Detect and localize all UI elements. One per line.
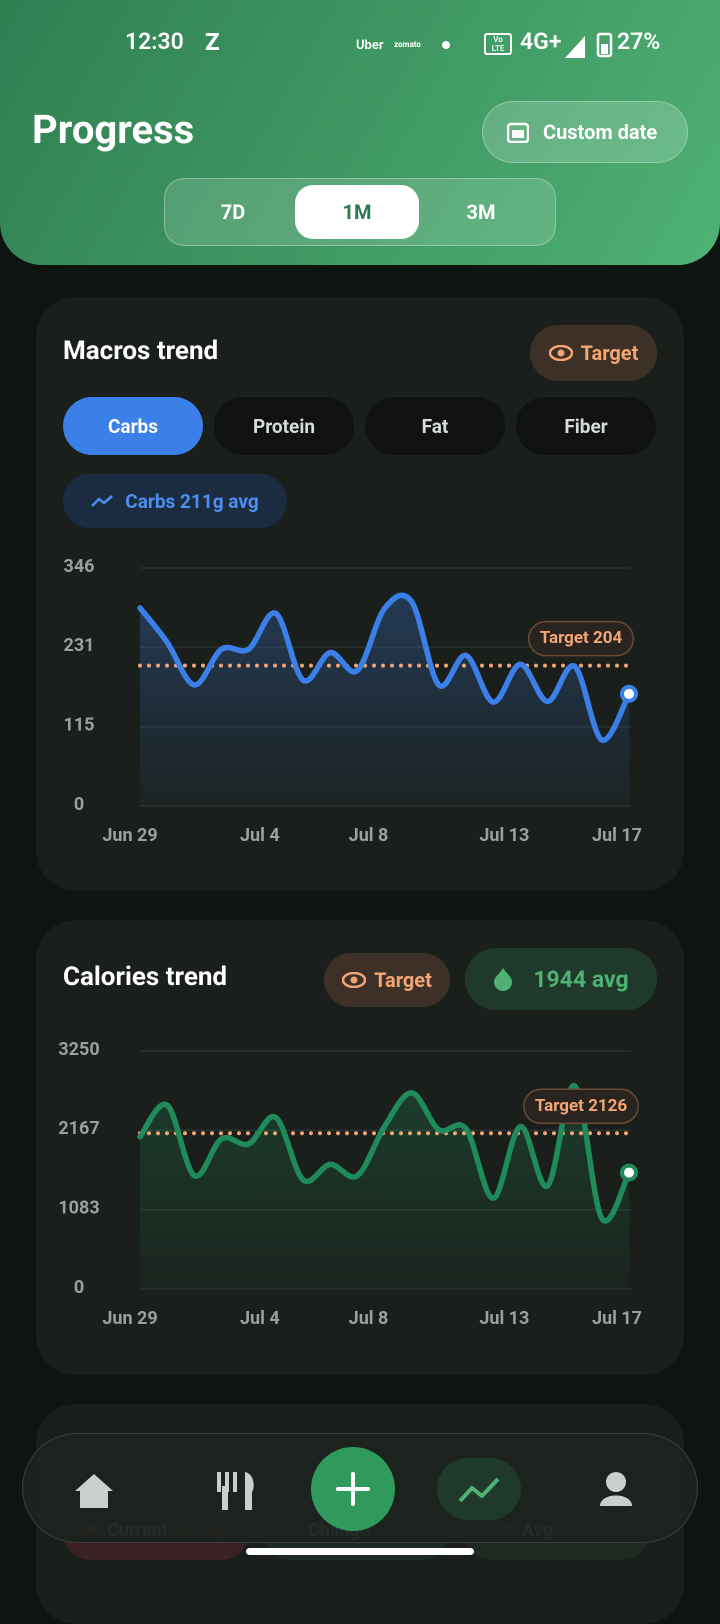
custom-date-label: Custom date (543, 120, 658, 144)
home-icon[interactable] (75, 1474, 113, 1508)
status-battery: 27% (617, 28, 661, 55)
battery-icon (596, 32, 613, 58)
target-label: Target 204 (540, 628, 623, 648)
status-icons (442, 32, 613, 58)
status-app: zomato (394, 40, 421, 49)
card-title: Calories trend (63, 962, 228, 992)
macro-tab[interactable]: Carbs (63, 397, 203, 455)
x-tick-label: Jun 29 (102, 825, 157, 846)
y-tick-label: 2167 (58, 1118, 99, 1139)
area (140, 1085, 629, 1289)
status-time: 12:30 (125, 28, 184, 55)
y-tick-label: 0 (74, 794, 84, 815)
end-point (620, 1163, 638, 1182)
y-tick-label: 231 (64, 635, 95, 656)
y-tick-label: 1083 (58, 1197, 99, 1218)
profile-icon-body (600, 1495, 632, 1506)
y-tick-label: 0 (74, 1277, 84, 1298)
line (137, 592, 632, 743)
y-tick-label: 346 (64, 556, 95, 577)
target-toggle[interactable]: Target (530, 325, 657, 381)
area (140, 595, 629, 806)
macro-tab[interactable]: Protein (214, 397, 354, 455)
line (137, 1082, 632, 1224)
x-tick-label: Jul 17 (592, 1308, 642, 1329)
avg-chip: 1944 avg (465, 948, 657, 1010)
progress-tab[interactable] (437, 1458, 521, 1520)
target-label-bg (527, 620, 635, 657)
eye-icon (342, 972, 367, 988)
x-tick-label: Jul 13 (479, 825, 529, 846)
target-toggle-label: Target (374, 968, 432, 992)
y-tick-label: 115 (64, 715, 95, 736)
macro-tab[interactable]: Fat (365, 397, 505, 455)
trend-icon (91, 495, 114, 507)
profile-icon[interactable] (606, 1472, 626, 1492)
charts-layer: 0 115 231 346 Jun 29 Jul 4 Jul 8 Jul 13 Jul 17 Ta… (58, 556, 642, 1329)
target-toggle-label: Target (580, 341, 639, 365)
target-toggle[interactable]: Target (324, 953, 450, 1007)
status-volte: Vo LTE (484, 33, 512, 55)
target-label: Target 2126 (535, 1096, 628, 1116)
home-indicator (246, 1548, 474, 1555)
avg-chip: Carbs 211g avg (63, 474, 287, 528)
status-app: Z (205, 28, 220, 56)
x-tick-label: Jul 4 (240, 1308, 280, 1329)
add-icon (336, 1472, 370, 1506)
status-app: Uber (356, 38, 384, 53)
card-title: Macros trend (63, 336, 219, 366)
meals-icon[interactable] (217, 1472, 254, 1510)
end-point (620, 684, 638, 703)
x-tick-label: Jun 29 (102, 1308, 157, 1329)
custom-date-button[interactable]: Custom date (482, 101, 688, 163)
nav-icons (75, 1447, 632, 1531)
macro-tab[interactable]: Fiber (516, 397, 656, 455)
status-network: 4G+ (520, 28, 562, 55)
x-tick-label: Jul 8 (349, 1308, 389, 1329)
flame-icon (494, 968, 513, 991)
y-tick-label: 3250 (58, 1039, 99, 1060)
bottom-nav (22, 1433, 698, 1543)
status-dot (442, 41, 450, 49)
eye-icon (548, 345, 573, 361)
x-tick-label: Jul 13 (479, 1308, 529, 1329)
target-label-bg (523, 1088, 639, 1125)
range-selector: 7D 1M 3M (164, 178, 556, 246)
signal-icon (565, 36, 585, 58)
range-option[interactable]: 7D (220, 200, 246, 224)
progress-icon (458, 1477, 500, 1503)
x-tick-label: Jul 8 (349, 825, 389, 846)
battery-level (601, 44, 608, 54)
page-title: Progress (32, 106, 195, 153)
range-option[interactable]: 1M (295, 185, 419, 239)
avg-chip-label: Carbs 211g avg (125, 489, 259, 513)
x-tick-label: Jul 17 (592, 825, 642, 846)
range-option[interactable]: 3M (466, 200, 496, 224)
avg-chip-label: 1944 avg (533, 965, 629, 993)
calendar-icon (507, 122, 529, 143)
x-tick-label: Jul 4 (240, 825, 280, 846)
